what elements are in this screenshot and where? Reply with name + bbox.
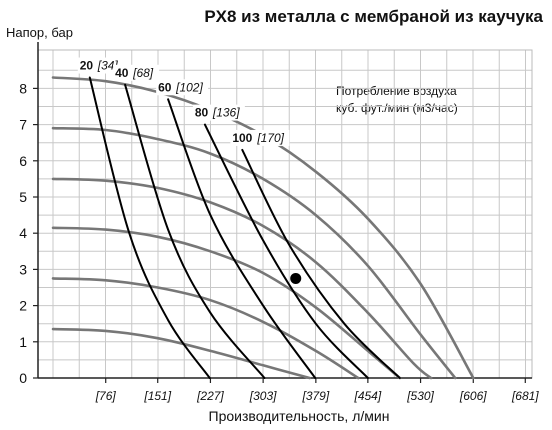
- pressure-curve-2: [51, 177, 433, 380]
- chart-title: PX8 из металла с мембраной из каучука: [204, 7, 543, 26]
- pressure-curve-1: [51, 126, 457, 380]
- x-axis-label: Производительность, л/мин: [209, 408, 390, 424]
- y-tick-label: 3: [19, 261, 27, 277]
- pressure-curve-3: [51, 226, 402, 380]
- air-label-alt-40: [68]: [132, 66, 154, 80]
- operating-point-marker: [290, 272, 302, 284]
- air-label-alt-80: [136]: [212, 106, 240, 120]
- curves: [51, 76, 475, 380]
- air-consumption-curve-40: [124, 83, 266, 379]
- pressure-curve-5: [51, 327, 311, 380]
- x-tick-label: [76]: [95, 389, 117, 403]
- air-label-60: 60: [158, 80, 172, 94]
- air-consumption-curve-20: [88, 76, 211, 379]
- legend-background: [331, 80, 497, 120]
- y-axis-label: Напор, бар: [6, 25, 73, 40]
- air-label-alt-20: [34]: [97, 59, 119, 73]
- y-tick-label: 1: [19, 334, 27, 350]
- air-label-background: [156, 79, 209, 96]
- y-tick-label: 7: [19, 117, 27, 133]
- pressure-curve-4: [51, 277, 360, 380]
- x-tick-label: [379]: [301, 389, 329, 403]
- air-label-40: 40: [115, 66, 129, 80]
- air-label-background: [113, 64, 160, 81]
- x-tick-label: [303]: [249, 389, 277, 403]
- air-label-alt-100: [170]: [256, 131, 284, 145]
- y-tick-label: 5: [19, 189, 27, 205]
- x-tick-label: [530]: [406, 389, 434, 403]
- y-tick-label: 2: [19, 298, 27, 314]
- legend-line-2: куб. фут./мин (м3/час): [336, 101, 458, 115]
- air-label-background: [77, 57, 124, 74]
- axes: 0 1 2 3 4 5 6 7 8 [76] [151] [227] [303] [379] [454] [5…: [19, 42, 539, 403]
- y-tick-label: 8: [19, 80, 27, 96]
- legend-line-1: Потребление воздуха: [336, 84, 457, 98]
- air-labels: 20 [34]40 [68] 60 [102] 80 [136] 100 [170]: [77, 57, 290, 146]
- y-tick-label: 4: [19, 225, 27, 241]
- air-consumption-curve-100: [241, 148, 401, 379]
- x-tick-label: [681]: [511, 389, 539, 403]
- air-label-100: 100: [232, 131, 252, 145]
- y-tick-label: 6: [19, 153, 27, 169]
- air-consumption-curve-80: [203, 123, 369, 379]
- air-label-alt-60: [102]: [175, 80, 203, 94]
- x-tick-label: [151]: [143, 389, 171, 403]
- air-consumption-curve-60: [167, 98, 317, 379]
- y-tick-label: 0: [19, 370, 27, 386]
- air-label-background: [230, 129, 290, 146]
- x-tick-label: [227]: [196, 389, 224, 403]
- air-label-80: 80: [195, 106, 209, 120]
- air-label-background: [192, 104, 245, 121]
- x-tick-label: [454]: [354, 389, 382, 403]
- x-tick-label: [606]: [459, 389, 487, 403]
- air-label-20: 20: [80, 59, 94, 73]
